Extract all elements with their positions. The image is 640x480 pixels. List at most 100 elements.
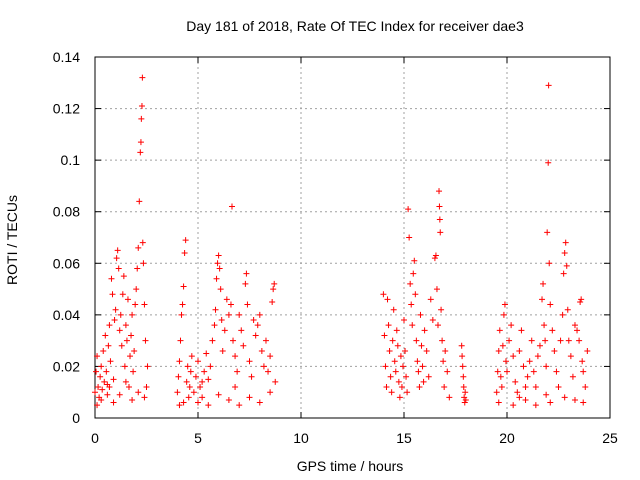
data-point (405, 206, 412, 213)
data-point (110, 399, 117, 406)
data-point (105, 342, 112, 349)
data-point (462, 389, 469, 396)
data-point (141, 301, 148, 308)
data-point (539, 296, 546, 303)
data-point (412, 291, 419, 298)
data-point (110, 376, 117, 383)
data-point (576, 337, 583, 344)
data-point (181, 249, 188, 256)
data-point (410, 270, 417, 277)
data-point (118, 342, 125, 349)
data-point (199, 378, 206, 385)
data-point (462, 396, 469, 403)
data-point (217, 286, 224, 293)
data-point (93, 368, 100, 375)
data-point (522, 396, 529, 403)
data-point (495, 347, 502, 354)
data-point (271, 280, 278, 287)
tick-layer: 0 5 10 15 20 25 0 0.02 0.04 0.06 0.08 0.1 0.12 0.14 (53, 49, 618, 446)
data-point (138, 115, 145, 122)
data-point (267, 353, 274, 360)
data-point (398, 384, 405, 391)
data-point (386, 347, 393, 354)
data-point (92, 389, 98, 396)
y-tick-label: 0.12 (53, 101, 80, 117)
data-point (243, 270, 250, 277)
data-point (98, 396, 105, 403)
data-point (571, 396, 578, 403)
data-point (541, 322, 548, 329)
data-point (106, 322, 113, 329)
data-point (560, 270, 567, 277)
data-point (248, 373, 255, 380)
data-point (123, 337, 130, 344)
data-point (459, 363, 466, 370)
data-point (258, 347, 265, 354)
data-point (387, 373, 394, 380)
data-point (436, 188, 443, 195)
y-tick-label: 0.04 (53, 307, 80, 323)
data-point (389, 337, 396, 344)
data-point (510, 402, 517, 409)
data-point (265, 368, 272, 375)
data-point (270, 286, 277, 293)
data-point (195, 399, 201, 406)
data-point (201, 368, 208, 375)
data-point (390, 306, 397, 313)
data-point (132, 301, 139, 308)
data-point (571, 322, 578, 329)
data-point (420, 378, 427, 385)
data-point (103, 368, 110, 375)
data-point (419, 363, 426, 370)
data-point (242, 280, 249, 287)
data-point (262, 337, 269, 344)
data-point (176, 402, 183, 409)
data-point (174, 389, 181, 396)
data-point (536, 342, 543, 349)
data-point (180, 399, 187, 406)
data-point (559, 311, 566, 318)
data-point (190, 389, 197, 396)
data-point (524, 373, 531, 380)
data-point (127, 353, 134, 360)
data-point (415, 368, 422, 375)
y-tick-label: 0.1 (61, 152, 81, 168)
y-tick-label: 0 (72, 410, 80, 426)
data-point (228, 203, 235, 210)
data-point (140, 260, 147, 267)
data-point (416, 384, 423, 391)
data-point (461, 399, 468, 406)
data-point (498, 384, 505, 391)
data-point (186, 384, 193, 391)
data-point (546, 260, 553, 267)
data-point (225, 396, 232, 403)
data-point (494, 368, 501, 375)
data-point (432, 252, 439, 259)
data-point (107, 358, 114, 365)
data-point (532, 402, 539, 409)
data-point (395, 378, 402, 385)
data-point (97, 373, 104, 380)
data-point (564, 306, 571, 313)
data-point (213, 275, 220, 282)
data-point (518, 327, 525, 334)
x-tick-label: 10 (293, 430, 309, 446)
data-point (215, 391, 222, 398)
data-point (236, 311, 243, 318)
data-point (401, 317, 407, 324)
data-point (444, 368, 451, 375)
data-point (431, 255, 438, 262)
data-point (212, 306, 219, 313)
data-point (551, 347, 558, 354)
data-point (544, 229, 551, 236)
data-point (446, 394, 453, 401)
data-point (134, 265, 141, 272)
data-point (121, 363, 128, 370)
data-point (512, 378, 519, 385)
data-point (116, 391, 123, 398)
data-point (553, 368, 560, 375)
data-point (244, 301, 251, 308)
data-point (128, 332, 135, 339)
data-point (540, 280, 547, 287)
